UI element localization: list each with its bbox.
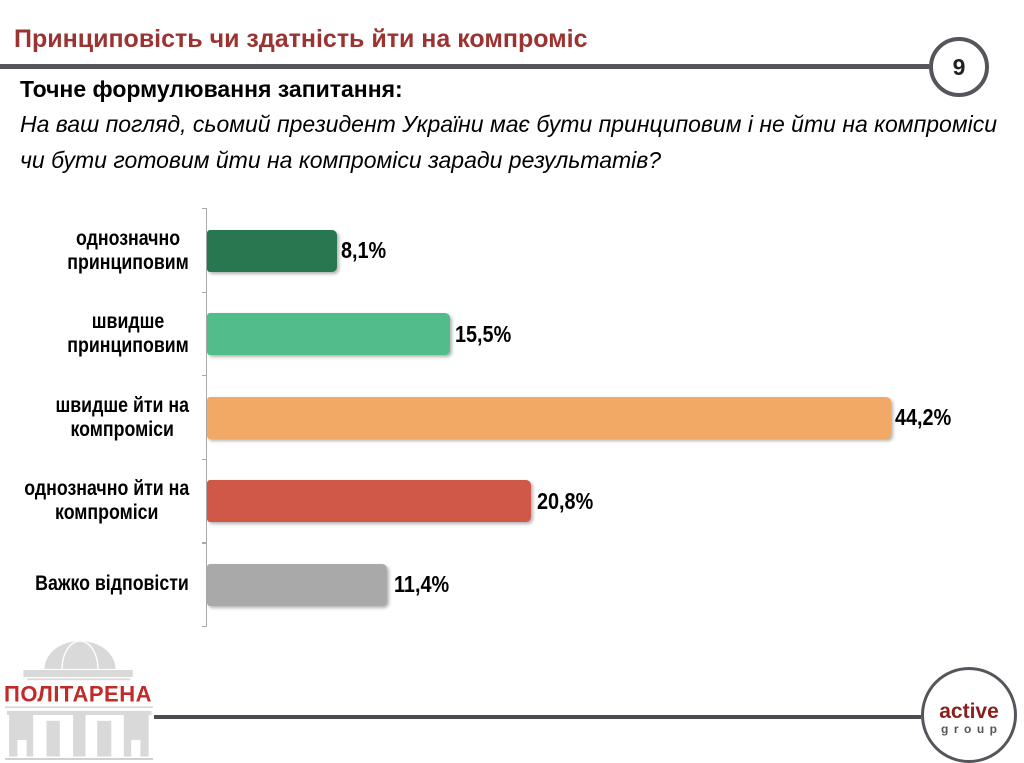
- svg-text:ПОЛІТАРЕНА: ПОЛІТАРЕНА: [4, 681, 152, 706]
